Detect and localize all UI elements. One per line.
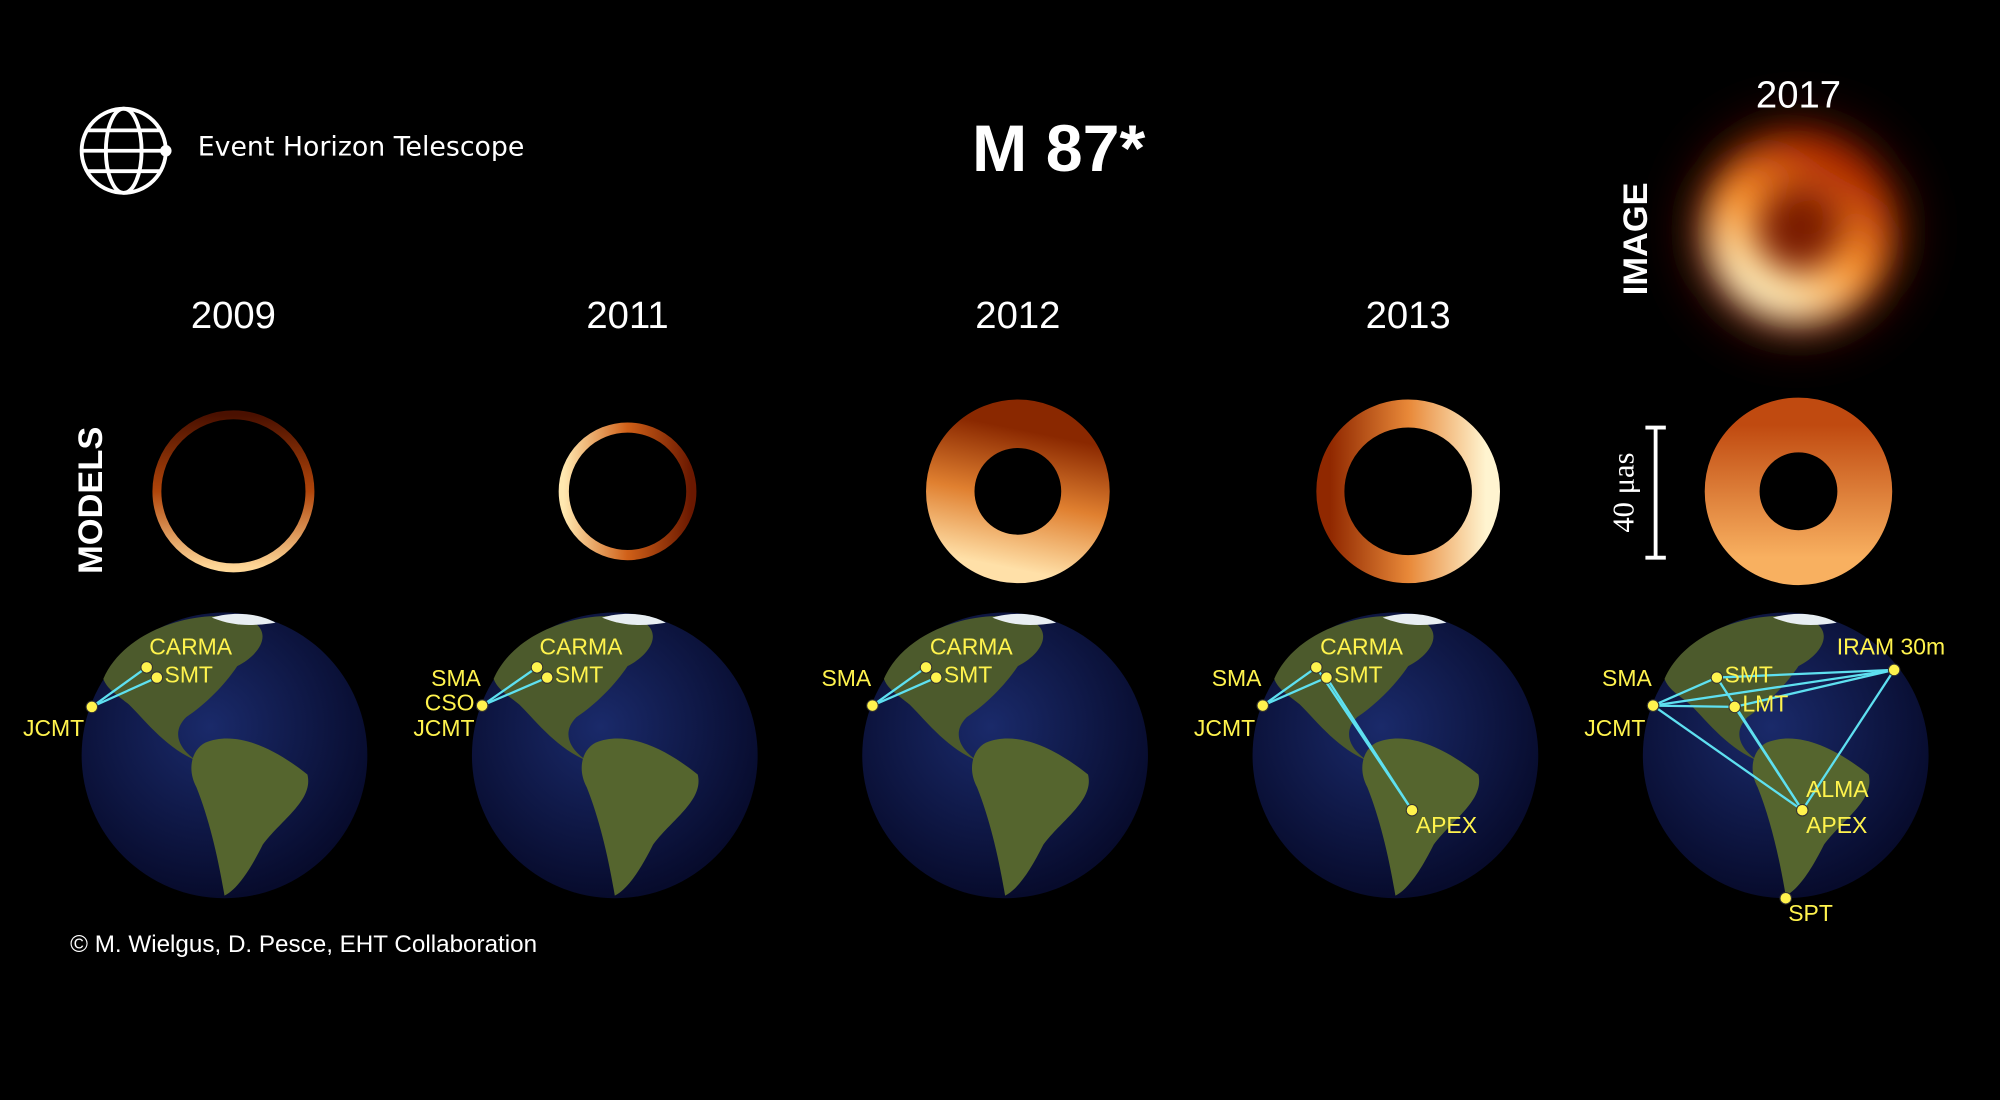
station-dot	[1320, 671, 1333, 684]
continent	[883, 615, 1044, 762]
station-dot	[530, 661, 544, 674]
baseline	[1325, 676, 1413, 811]
station-label: JCMT	[413, 715, 474, 741]
station-label: SMT	[1334, 661, 1382, 687]
continent	[1664, 615, 1824, 762]
image-2017	[1696, 127, 1901, 332]
continent	[1274, 615, 1434, 762]
image-label: IMAGE	[1617, 182, 1655, 295]
baseline	[1262, 676, 1327, 707]
model-ring	[1704, 397, 1893, 586]
station-dot	[919, 661, 933, 674]
year-label: 2011	[586, 294, 668, 337]
model-ring	[926, 399, 1110, 584]
year-label: 2009	[191, 294, 276, 337]
station-dot	[540, 671, 554, 684]
baseline	[1733, 706, 1804, 811]
baseline	[1734, 668, 1895, 709]
station-dot	[866, 699, 879, 712]
station-label: IRAM 30m	[1837, 633, 1945, 659]
station-label: SMT	[555, 661, 603, 687]
station-dot	[1796, 803, 1809, 817]
station-dot	[1646, 699, 1660, 712]
station-dot	[150, 671, 164, 684]
ice	[602, 613, 666, 625]
station-dot	[85, 700, 99, 714]
baseline	[871, 676, 937, 707]
station-dot	[1405, 803, 1419, 817]
station-label: CARMA	[540, 633, 624, 659]
baseline	[91, 676, 158, 708]
baseline	[481, 676, 548, 707]
continent	[971, 738, 1089, 896]
baseline	[1801, 669, 1896, 811]
continent	[493, 615, 653, 762]
baseline	[1652, 676, 1718, 707]
station-label: APEX	[1416, 812, 1477, 838]
station-dot	[475, 699, 489, 712]
globe	[81, 612, 368, 899]
station-label: SMT	[944, 661, 992, 687]
station-label: SMA	[1212, 665, 1262, 691]
station-dot	[140, 661, 153, 674]
scale-bar	[1645, 425, 1666, 560]
logo	[79, 106, 172, 195]
station-label: APEX	[1806, 812, 1867, 838]
station-label: SPT	[1788, 900, 1833, 926]
credit: © M. Wielgus, D. Pesce, EHT Collaboratio…	[70, 931, 537, 958]
station-dot	[1779, 891, 1792, 905]
globe	[471, 612, 758, 899]
station-label: CARMA	[1320, 633, 1404, 659]
ice	[992, 613, 1057, 625]
logo-text: Event Horizon Telescope	[198, 132, 525, 163]
station-dot	[1887, 663, 1901, 677]
station-dot	[1728, 700, 1741, 714]
year-label: 2017	[1756, 73, 1841, 116]
station-label: CARMA	[930, 633, 1014, 659]
baseline	[871, 666, 927, 707]
station-label: ALMA	[1806, 776, 1869, 802]
continent	[103, 615, 263, 762]
continent	[191, 738, 309, 896]
station-dot	[1310, 661, 1323, 674]
station-label: SMA	[821, 665, 871, 691]
baseline	[91, 666, 148, 708]
station-label: JCMT	[1584, 715, 1645, 741]
station-label: LMT	[1742, 691, 1788, 717]
year-label: 2013	[1366, 294, 1451, 337]
ice	[211, 613, 276, 625]
year-label: 2012	[975, 294, 1060, 337]
globe	[862, 612, 1148, 899]
title: M 87*	[972, 112, 1145, 186]
station-dot	[1710, 671, 1724, 684]
continent	[581, 738, 699, 896]
model-ring	[152, 410, 315, 573]
station-dot	[929, 671, 943, 684]
station-label: CARMA	[149, 633, 233, 659]
baseline	[1652, 668, 1895, 707]
baseline	[1716, 668, 1895, 679]
scale-label: 40 μas	[1606, 453, 1640, 533]
station-label: CSO	[425, 689, 475, 715]
models-label: MODELS	[72, 427, 110, 574]
station-label: SMT	[1724, 661, 1772, 687]
station-dot	[1256, 699, 1270, 712]
ice	[1772, 613, 1837, 625]
ice	[1382, 613, 1447, 625]
model-ring	[1316, 399, 1500, 584]
model-ring	[558, 422, 697, 561]
station-label: SMT	[165, 661, 213, 687]
station-label: SMA	[1602, 665, 1652, 691]
baseline	[481, 666, 538, 707]
station-label: JCMT	[1194, 715, 1255, 741]
baseline	[1652, 704, 1803, 812]
station-label: SMA	[431, 665, 481, 691]
station-label: JCMT	[23, 715, 84, 741]
baseline	[1262, 666, 1317, 707]
baseline	[1653, 704, 1735, 709]
